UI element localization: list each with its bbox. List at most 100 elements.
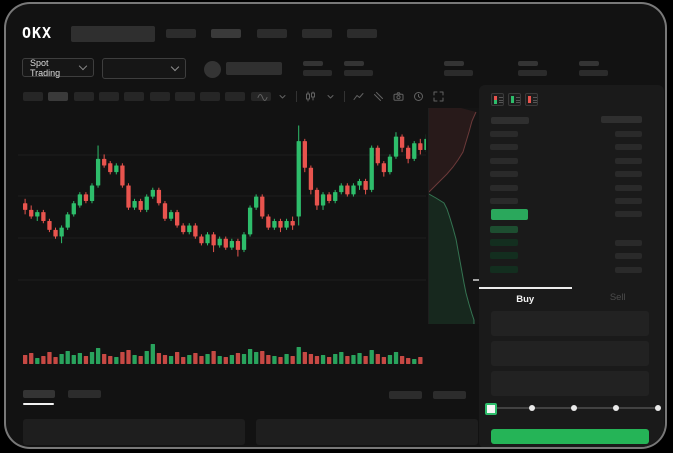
okx-logo[interactable]: OKX [22, 24, 53, 42]
timeframe-button-skeleton[interactable] [225, 92, 246, 101]
orderbook-ask-price-skeleton[interactable] [490, 198, 518, 204]
tab-sell[interactable]: Sell [609, 292, 626, 303]
indicators-wave-icon[interactable] [256, 90, 269, 103]
history-panel-skeleton [256, 419, 478, 445]
timeframe-button-skeleton[interactable] [124, 92, 145, 101]
market-type-label: Spot Trading [30, 57, 61, 78]
chevron-down-icon[interactable] [324, 90, 337, 103]
book-split-icon[interactable] [491, 93, 504, 106]
amount-slider[interactable] [485, 403, 661, 415]
orderbook-asks [479, 85, 664, 447]
depth-chart [428, 108, 481, 324]
candlestick-chart [18, 125, 426, 364]
buy-sell-tabs: Buy Sell [479, 287, 664, 309]
nav-item-skeleton[interactable] [347, 29, 377, 38]
slider-stop[interactable] [529, 405, 535, 411]
compare-icon[interactable] [372, 90, 385, 103]
orderbook-bid-amount-skeleton[interactable] [615, 253, 642, 260]
stat-label-skeleton [579, 61, 599, 66]
order-fields [479, 85, 664, 447]
orderbook-ask-price-skeleton[interactable] [490, 184, 518, 191]
nav-item-skeleton[interactable] [166, 29, 196, 38]
order-field-skeleton[interactable] [491, 371, 649, 396]
stat-label-skeleton [518, 61, 538, 66]
orderbook-ask-price-skeleton[interactable] [490, 157, 518, 164]
stat-value-skeleton [303, 70, 332, 76]
orderbook-bid-price-skeleton[interactable] [490, 239, 518, 247]
bottom-tab-skeleton[interactable] [433, 391, 466, 399]
stat-value-skeleton [518, 70, 547, 76]
top-nav [6, 4, 665, 447]
pair-avatar[interactable] [204, 61, 221, 78]
timeframe-button-skeleton[interactable] [98, 92, 119, 101]
toolbar-divider [344, 90, 345, 102]
stat-value-skeleton [444, 70, 473, 76]
camera-icon[interactable] [392, 90, 405, 103]
buy-submit-button[interactable] [491, 429, 649, 444]
bottom-tab-skeleton-active[interactable] [23, 390, 55, 398]
orderbook-bid-price-skeleton[interactable] [490, 226, 518, 233]
orderbook-header-skeleton [491, 117, 529, 124]
slider-stop[interactable] [571, 405, 577, 411]
chart-toolbar-icons [256, 89, 445, 103]
bottom-tab-skeleton[interactable] [389, 391, 422, 399]
orderbook-ask-amount-skeleton[interactable] [615, 198, 642, 204]
orderbook-ask-amount-skeleton[interactable] [615, 131, 642, 137]
candle-style-icon[interactable] [304, 90, 317, 103]
orderbook-ask-amount-skeleton[interactable] [615, 184, 642, 191]
ticker-stats [6, 4, 665, 447]
toolbar-divider [296, 90, 297, 102]
orderbook-bids [479, 85, 664, 447]
trade-panel: Buy Sell [479, 85, 664, 447]
logo-adjacent-skeleton [71, 26, 155, 42]
active-tab-underline [23, 403, 54, 405]
orderbook-header-skeleton [601, 116, 642, 123]
orderbook-bid-amount-skeleton[interactable] [615, 240, 642, 247]
orderbook-bid-price-skeleton[interactable] [490, 252, 518, 260]
order-field-skeleton[interactable] [491, 311, 649, 336]
history-icon[interactable] [412, 90, 425, 103]
timeframe-button-skeleton[interactable] [48, 92, 69, 101]
orderbook-ask-price-skeleton[interactable] [490, 144, 518, 151]
nav-item-skeleton[interactable] [302, 29, 332, 38]
stat-label-skeleton [444, 61, 464, 66]
pair-dropdown[interactable] [102, 58, 186, 79]
order-field-skeleton[interactable] [491, 341, 649, 366]
orderbook-ask-price-skeleton[interactable] [490, 131, 518, 137]
stat-value-skeleton [579, 70, 608, 76]
timeframe-bar [6, 4, 665, 447]
timeframe-button-skeleton[interactable] [73, 92, 94, 101]
stat-label-skeleton [344, 61, 364, 66]
timeframe-button-skeleton[interactable] [23, 92, 43, 101]
last-price-highlight[interactable] [491, 209, 528, 220]
book-bids-only-icon[interactable] [508, 93, 521, 106]
orders-panel-skeleton [23, 419, 245, 445]
orderbook-ask-price-skeleton[interactable] [490, 171, 518, 178]
timeframe-button-skeleton[interactable] [250, 92, 271, 101]
market-type-dropdown[interactable]: Spot Trading [22, 57, 94, 78]
slider-stop[interactable] [613, 405, 619, 411]
bottom-tab-skeleton[interactable] [68, 390, 101, 398]
orderbook-bid-amount-skeleton[interactable] [615, 266, 642, 273]
orderbook-ask-amount-skeleton[interactable] [615, 157, 642, 164]
fullscreen-icon[interactable] [432, 90, 445, 103]
chevron-down-icon[interactable] [276, 90, 289, 103]
pair-name-skeleton [226, 62, 282, 75]
orderbook-bid-price-skeleton[interactable] [490, 265, 518, 273]
nav-item-skeleton[interactable] [257, 29, 287, 38]
timeframe-button-skeleton[interactable] [149, 92, 170, 101]
slider-handle[interactable] [485, 403, 497, 415]
app-window: OKX Spot Trading Buy Sel [4, 2, 667, 449]
stat-label-skeleton [303, 61, 323, 66]
book-asks-only-icon[interactable] [525, 93, 538, 106]
orderbook-amount-skeleton [615, 211, 642, 217]
timeframe-button-skeleton[interactable] [174, 92, 195, 101]
line-overlay-icon[interactable] [352, 90, 365, 103]
timeframe-button-skeleton[interactable] [200, 92, 221, 101]
orderbook-ask-amount-skeleton[interactable] [615, 171, 642, 178]
orderbook-ask-amount-skeleton[interactable] [615, 144, 642, 151]
slider-stop[interactable] [655, 405, 661, 411]
stat-value-skeleton [344, 70, 373, 76]
nav-item-skeleton[interactable] [211, 29, 241, 38]
tab-buy[interactable]: Buy [479, 287, 572, 309]
